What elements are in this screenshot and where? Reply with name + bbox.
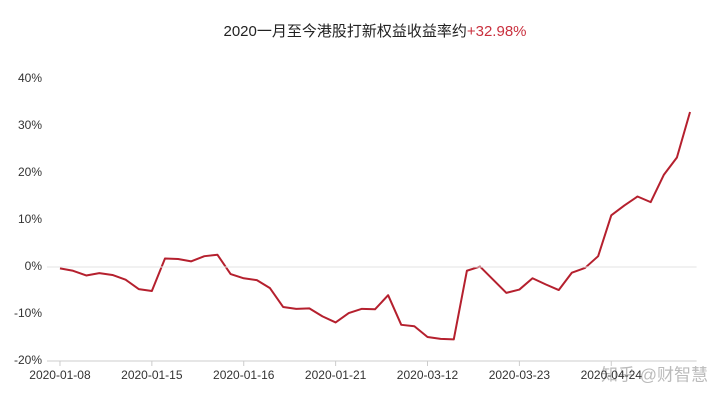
x-tick-label: 2020-04-24 — [581, 368, 643, 382]
y-tick-label: 40% — [18, 71, 42, 85]
x-tick-label: 2020-03-23 — [489, 368, 551, 382]
y-tick-label: -10% — [14, 306, 42, 320]
y-tick-label: -20% — [14, 353, 42, 367]
chart-title: 2020一月至今港股打新权益收益率约+32.98% — [223, 23, 526, 40]
title-text: 2020一月至今港股打新权益收益率约 — [223, 23, 466, 40]
x-tick-label: 2020-01-16 — [213, 368, 275, 382]
title-value: +32.98% — [467, 23, 527, 40]
y-tick-label: 0% — [25, 259, 43, 273]
x-tick-label: 2020-03-12 — [397, 368, 459, 382]
y-tick-label: 20% — [18, 165, 42, 179]
y-tick-label: 30% — [18, 118, 42, 132]
x-tick-label: 2020-01-08 — [29, 368, 91, 382]
watermark: 知乎 @财智慧 — [601, 365, 708, 384]
y-tick-label: 10% — [18, 212, 42, 226]
x-tick-label: 2020-01-15 — [121, 368, 183, 382]
data-line — [59, 111, 692, 341]
x-tick-label: 2020-01-21 — [305, 368, 367, 382]
